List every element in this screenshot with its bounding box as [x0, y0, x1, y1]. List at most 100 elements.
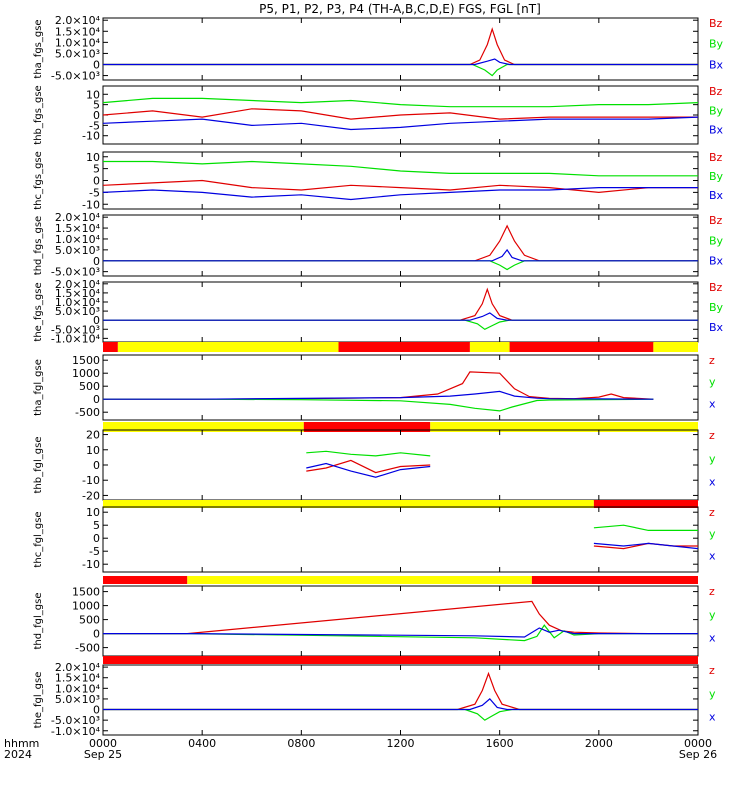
- series-line-x: [593, 542, 699, 550]
- legend-entry-x: x: [709, 549, 716, 562]
- y-tick-label: 10: [86, 506, 100, 519]
- y-tick-label: 0: [93, 628, 100, 641]
- series-line-z: [103, 371, 654, 400]
- y-tick-label: 1500: [72, 354, 100, 367]
- y-tick-label: -5: [89, 186, 100, 199]
- series-line-z: [306, 459, 431, 474]
- legend-entry-Bz: Bz: [709, 214, 723, 227]
- y-tick-label: 0: [93, 393, 100, 406]
- legend-entry-x: x: [709, 711, 716, 724]
- quality-flag-segment: [509, 342, 654, 352]
- y-tick-label: 500: [79, 614, 100, 627]
- panel-the_fgs_gse: 2.0×10⁴1.5×10⁴1.0×10⁴5.0×10³0-5.0×10³-1.…: [33, 278, 724, 346]
- legend-entry-Bz: Bz: [709, 85, 723, 98]
- y-tick-label: 2.0×10⁴: [55, 211, 101, 224]
- quality-flag-segment: [187, 576, 532, 584]
- legend-entry-z: z: [709, 429, 715, 442]
- y-tick-label: 10: [86, 88, 100, 101]
- legend-entry-Bx: Bx: [709, 189, 724, 202]
- quality-flag-segment: [103, 656, 698, 664]
- panels-group: 2.0×10⁴1.5×10⁴1.0×10⁴5.0×10³0-5.0×10³tha…: [33, 14, 724, 738]
- y-tick-label: -10: [82, 558, 100, 571]
- x-axis-label-hhmm: hhmm: [4, 737, 39, 750]
- y-tick-label: 20: [86, 429, 100, 442]
- y-tick-label: -5.0×10³: [51, 323, 100, 336]
- y-tick-label: 1.5×10⁴: [55, 25, 101, 38]
- y-tick-label: -1.0×10⁴: [51, 725, 101, 738]
- y-tick-label: -5: [89, 119, 100, 132]
- quality-flag-segment: [117, 342, 339, 352]
- series-line-z: [103, 671, 698, 711]
- plot-frame: [102, 664, 699, 736]
- x-tick-label: 2000: [585, 737, 613, 750]
- legend-entry-z: z: [709, 506, 715, 519]
- y-tick-label: 5: [93, 99, 100, 112]
- y-tick-label: 1.5×10⁴: [55, 287, 101, 300]
- legend-entry-x: x: [709, 632, 716, 645]
- y-tick-label: 10: [86, 151, 100, 164]
- y-tick-label: -5.0×10³: [51, 266, 100, 279]
- legend-entry-y: y: [709, 376, 716, 389]
- plot-frame: [102, 585, 699, 657]
- legend-entry-y: y: [709, 608, 716, 621]
- legend-entry-y: y: [709, 528, 716, 541]
- y-tick-label: 1.5×10⁴: [55, 222, 101, 235]
- series-line-x: [103, 627, 698, 638]
- series-line-Bx: [103, 58, 698, 66]
- series-line-Bx: [102, 116, 699, 131]
- plot-frame: [102, 214, 699, 277]
- quality-flag-segment: [593, 500, 698, 508]
- quality-flag-segment: [653, 342, 698, 352]
- series-line-y: [306, 450, 431, 457]
- y-tick-label: 0: [93, 59, 100, 72]
- y-tick-label: 0: [93, 704, 100, 717]
- y-tick-label: 1.5×10⁴: [55, 672, 101, 685]
- y-tick-label: -5: [89, 545, 100, 558]
- legend-entry-By: By: [709, 170, 724, 183]
- legend-entry-z: z: [709, 664, 715, 677]
- quality-flag-segment: [430, 422, 698, 432]
- legend-entry-Bz: Bz: [709, 281, 723, 294]
- y-tick-label: 2.0×10⁴: [55, 14, 101, 27]
- y-tick-label: 1.0×10⁴: [55, 682, 101, 695]
- quality-flag-segment: [338, 342, 470, 352]
- legend-entry-Bz: Bz: [709, 151, 723, 164]
- legend-entry-By: By: [709, 104, 724, 117]
- panel-the_fgl_gse: 2.0×10⁴1.5×10⁴1.0×10⁴5.0×10³0-5.0×10³-1.…: [33, 656, 716, 738]
- y-tick-label: -20: [82, 489, 100, 502]
- legend-entry-Bx: Bx: [709, 321, 724, 334]
- plot-frame: [102, 354, 699, 421]
- quality-flag-segment: [103, 422, 304, 432]
- series-line-By: [103, 63, 698, 77]
- y-tick-label: 0: [93, 532, 100, 545]
- x-tick-label: 0400: [188, 737, 216, 750]
- quality-flag-segment: [103, 500, 594, 508]
- y-tick-label: 1500: [72, 586, 100, 599]
- legend-entry-Bx: Bx: [709, 255, 724, 268]
- series-line-Bz: [102, 108, 698, 120]
- quality-flag-segment: [303, 422, 431, 432]
- panel-thb_fgl_gse: 20 10 0 -10 -20 thb_fgl_gse zyx: [33, 422, 716, 502]
- quality-flag-segment: [469, 342, 510, 352]
- y-tick-label: 1000: [72, 367, 100, 380]
- x-tick-date-label: Sep 26: [679, 748, 717, 761]
- y-axis-label: thb_fgs_gse: [33, 85, 44, 144]
- y-tick-label: 5: [93, 519, 100, 532]
- series-line-y: [593, 524, 698, 532]
- series-line-Bx: [102, 187, 698, 201]
- y-tick-label: 1.0×10⁴: [55, 296, 101, 309]
- y-tick-label: -5.0×10³: [51, 714, 100, 727]
- x-tick-label: 1600: [486, 737, 514, 750]
- y-tick-label: -500: [75, 642, 100, 655]
- chart-title: P5, P1, P2, P3, P4 (TH-A,B,C,D,E) FGS, F…: [259, 2, 541, 16]
- y-tick-label: 0: [93, 314, 100, 327]
- y-tick-label: 0: [93, 459, 100, 472]
- series-line-By: [103, 260, 698, 271]
- y-tick-label: 1.0×10⁴: [55, 233, 101, 246]
- x-axis-label-year: 2024: [4, 748, 32, 761]
- series-line-Bz: [103, 287, 698, 321]
- series-line-y: [103, 398, 654, 412]
- y-tick-label: 2.0×10⁴: [55, 278, 101, 291]
